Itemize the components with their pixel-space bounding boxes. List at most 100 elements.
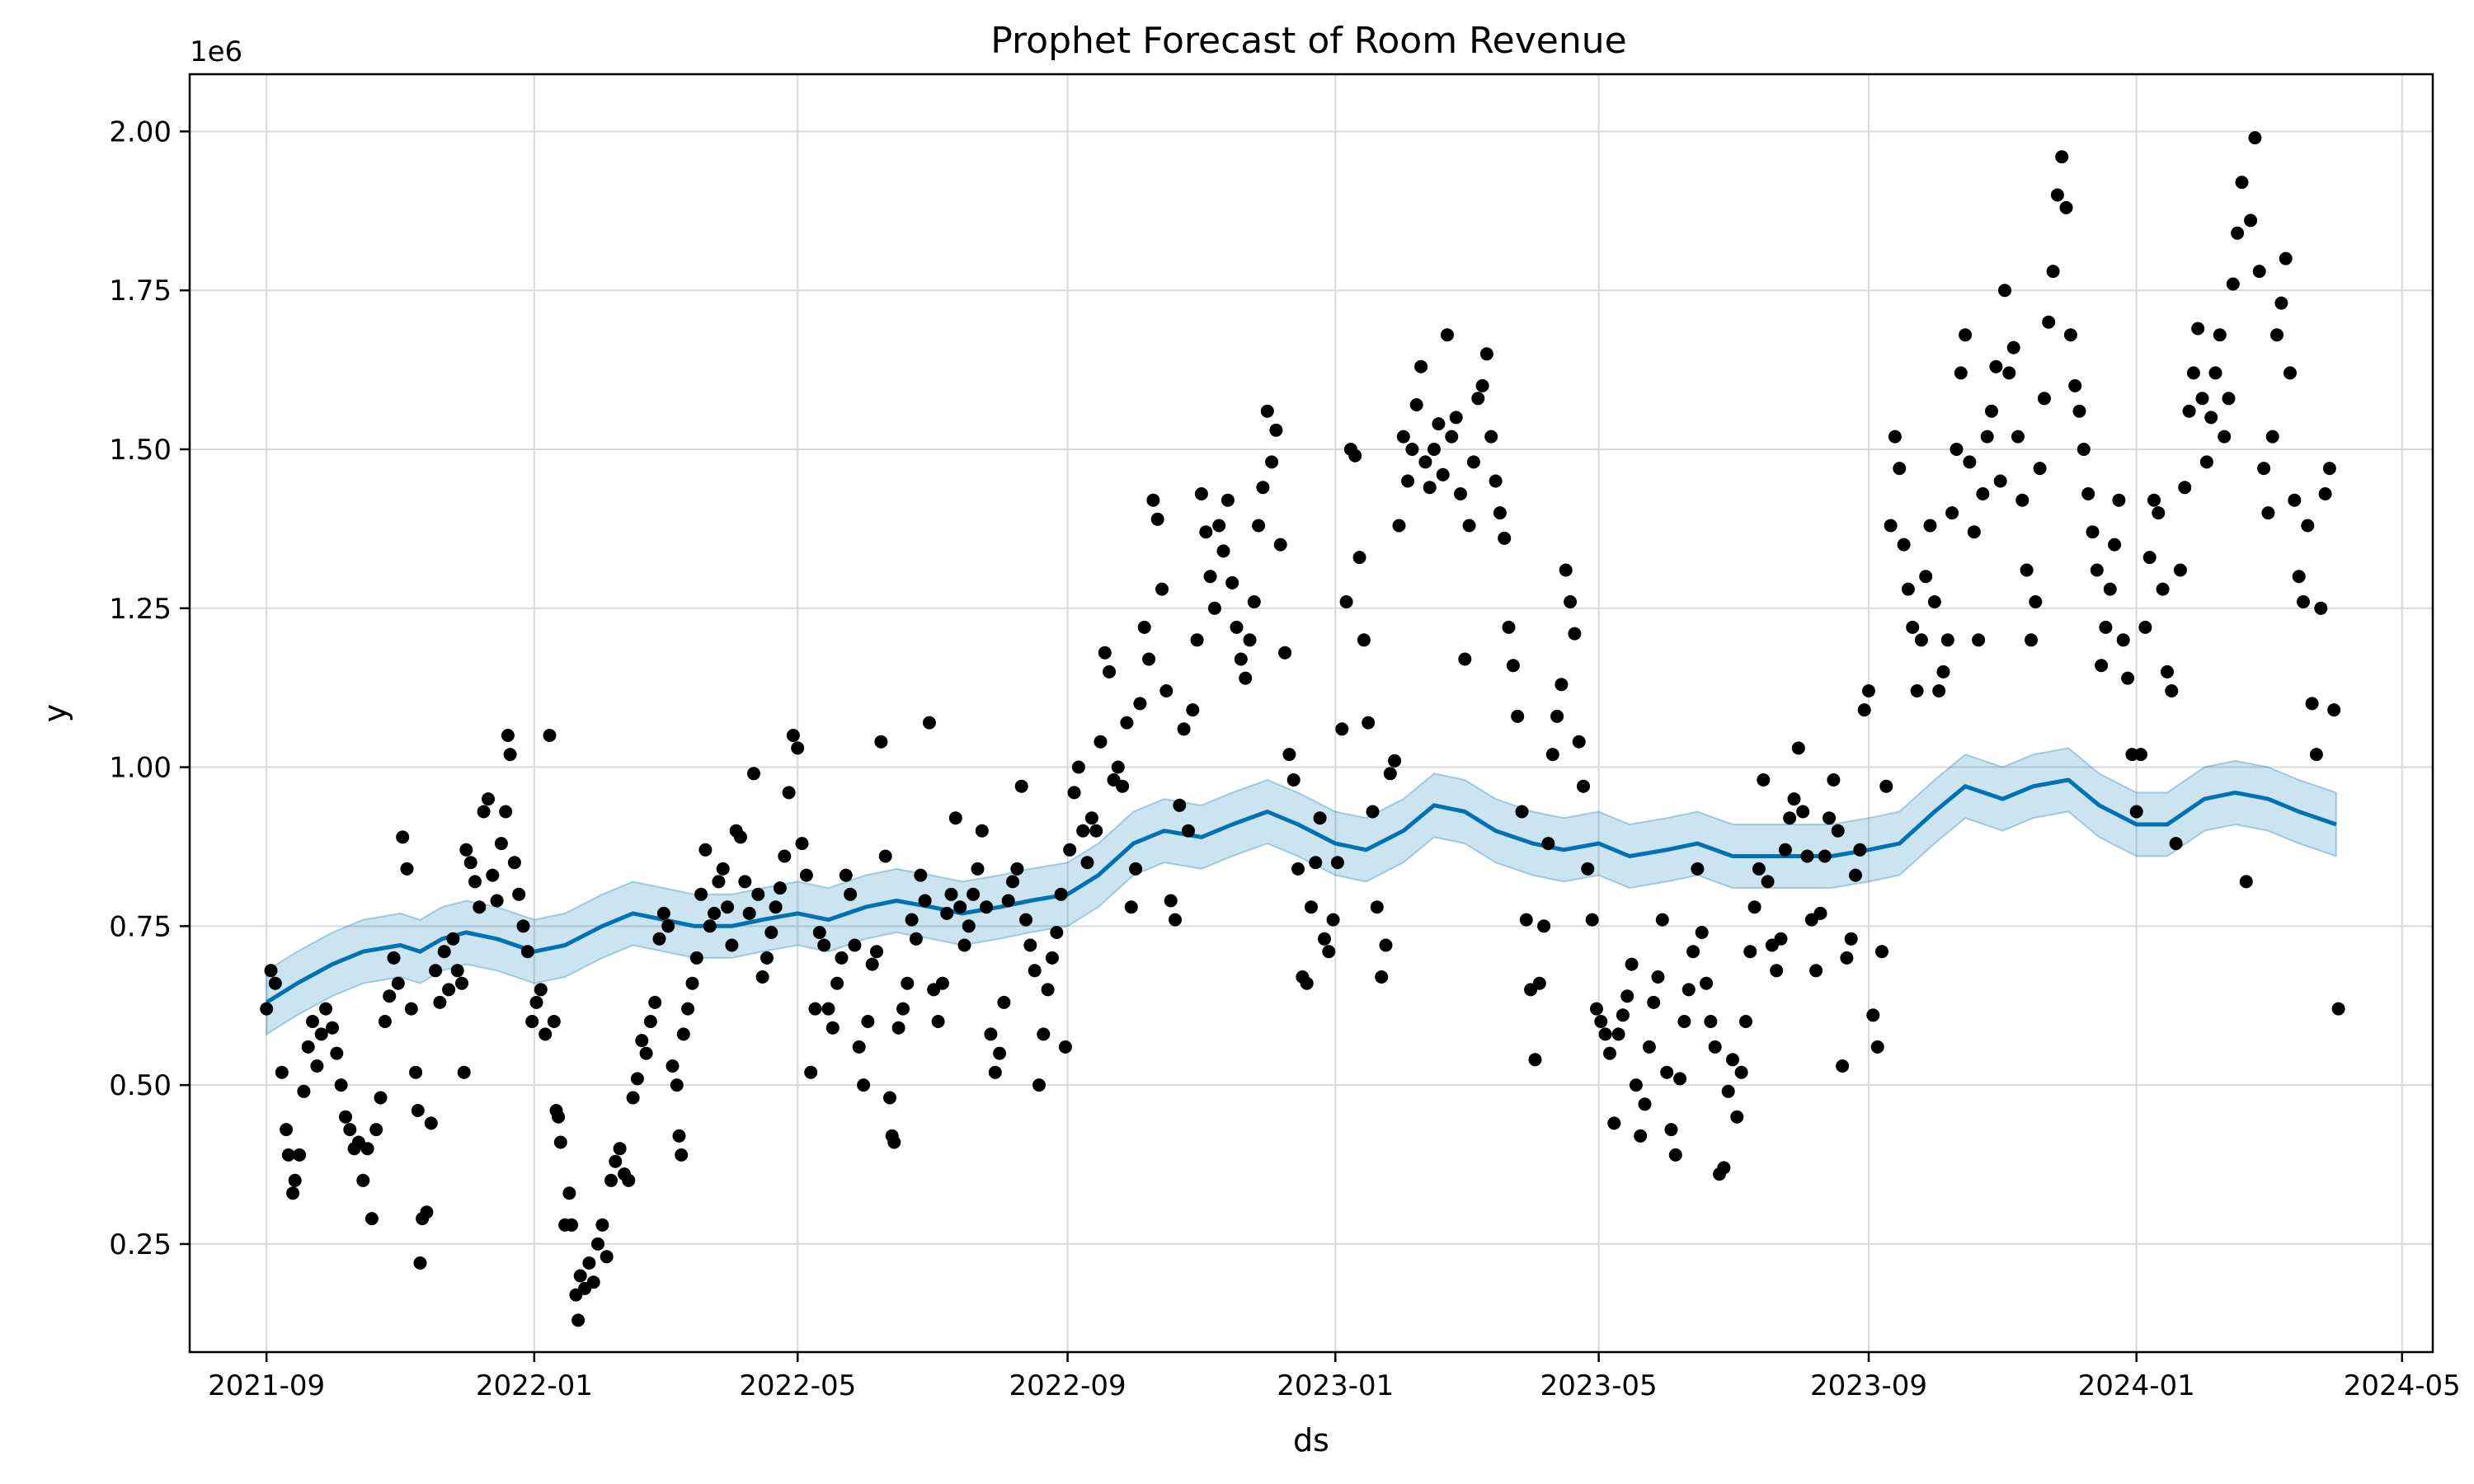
observed-point xyxy=(1388,754,1402,768)
observed-point xyxy=(1243,633,1257,647)
observed-point xyxy=(293,1148,307,1162)
observed-point xyxy=(2284,366,2297,380)
observed-point xyxy=(319,1002,332,1016)
observed-point xyxy=(2099,620,2113,634)
observed-point xyxy=(1923,519,1937,533)
observed-point xyxy=(1603,1046,1616,1060)
observed-point xyxy=(2226,277,2240,291)
observed-point xyxy=(459,843,473,857)
observed-point xyxy=(1620,989,1634,1003)
observed-point xyxy=(1392,519,1406,533)
observed-point xyxy=(857,1078,871,1092)
observed-points-layer xyxy=(260,131,2345,1327)
uncertainty-band xyxy=(266,747,2337,1036)
observed-point xyxy=(661,919,675,933)
observed-point xyxy=(1383,767,1397,781)
observed-point xyxy=(1506,659,1520,673)
observed-point xyxy=(1611,1027,1625,1041)
observed-point xyxy=(1940,633,1954,647)
observed-point xyxy=(1362,716,1376,730)
observed-point xyxy=(2138,620,2152,634)
observed-point xyxy=(751,887,765,901)
observed-point xyxy=(734,830,747,844)
observed-point xyxy=(1221,493,1235,507)
x-tick-label: 2022-09 xyxy=(1009,1369,1126,1402)
observed-point xyxy=(870,945,883,959)
observed-point xyxy=(1945,506,1959,520)
observed-point xyxy=(573,1269,587,1283)
observed-point xyxy=(2204,411,2218,425)
observed-point xyxy=(2090,563,2104,577)
observed-point xyxy=(1164,894,1178,908)
observed-point xyxy=(2011,430,2025,444)
observed-point xyxy=(1993,474,2007,488)
observed-point xyxy=(552,1110,566,1124)
observed-point xyxy=(1998,284,2011,298)
grid-lines xyxy=(190,74,2433,1352)
observed-point xyxy=(1857,703,1871,717)
observed-point xyxy=(1260,404,1274,418)
observed-point xyxy=(281,1148,295,1162)
observed-point xyxy=(2199,455,2213,469)
x-tick-label: 2022-01 xyxy=(476,1369,593,1402)
observed-point xyxy=(501,729,515,742)
observed-point xyxy=(1770,964,1784,978)
observed-point xyxy=(1357,633,1371,647)
observed-point xyxy=(2063,328,2077,342)
observed-point xyxy=(275,1065,289,1079)
observed-point xyxy=(1076,824,1090,838)
observed-point xyxy=(1581,862,1595,876)
observed-point xyxy=(2147,493,2161,507)
observed-point xyxy=(2002,366,2016,380)
observed-point xyxy=(433,995,447,1009)
observed-point xyxy=(1827,773,1841,787)
observed-point xyxy=(1462,519,1476,533)
observed-point xyxy=(2265,430,2279,444)
observed-point xyxy=(520,945,534,959)
observed-point xyxy=(1432,417,1446,431)
observed-point xyxy=(1787,792,1801,806)
observed-point xyxy=(1554,678,1569,692)
observed-point xyxy=(685,976,699,990)
observed-point xyxy=(404,1002,418,1016)
observed-point xyxy=(1006,875,1019,889)
observed-point xyxy=(2270,328,2284,342)
observed-point xyxy=(1673,1072,1687,1086)
observed-point xyxy=(1207,601,1221,615)
observed-point xyxy=(525,1015,539,1028)
observed-point xyxy=(310,1059,324,1073)
observed-point xyxy=(1142,652,1156,666)
observed-point xyxy=(2314,601,2328,615)
observed-point xyxy=(1318,932,1331,946)
observed-point xyxy=(1642,1040,1656,1054)
observed-point xyxy=(1247,595,1261,608)
observed-point xyxy=(1774,932,1788,946)
observed-point xyxy=(1001,894,1015,908)
observed-point xyxy=(400,862,414,876)
observed-point xyxy=(848,938,862,952)
observed-point xyxy=(1616,1008,1630,1022)
observed-point xyxy=(595,1218,609,1232)
observed-point xyxy=(1888,430,1902,444)
observed-point xyxy=(1190,633,1204,647)
observed-point xyxy=(1186,703,1200,717)
observed-point xyxy=(468,875,482,889)
observed-point xyxy=(1098,646,1112,660)
observed-point xyxy=(2025,633,2038,647)
observed-point xyxy=(2288,493,2302,507)
observed-point xyxy=(1651,970,1665,984)
observed-point xyxy=(635,1034,649,1048)
observed-point xyxy=(1019,913,1032,927)
observed-point xyxy=(861,1015,875,1028)
observed-point xyxy=(1252,519,1266,533)
observed-point xyxy=(516,919,530,933)
y-tick-label: 2.00 xyxy=(109,115,172,148)
observed-point xyxy=(1489,474,1503,488)
observed-point xyxy=(1120,716,1134,730)
observed-point xyxy=(1427,443,1441,456)
observed-point xyxy=(1686,945,1700,959)
observed-point xyxy=(507,856,521,870)
observed-point xyxy=(450,964,464,978)
observed-point xyxy=(1239,671,1253,685)
observed-point xyxy=(865,957,879,971)
